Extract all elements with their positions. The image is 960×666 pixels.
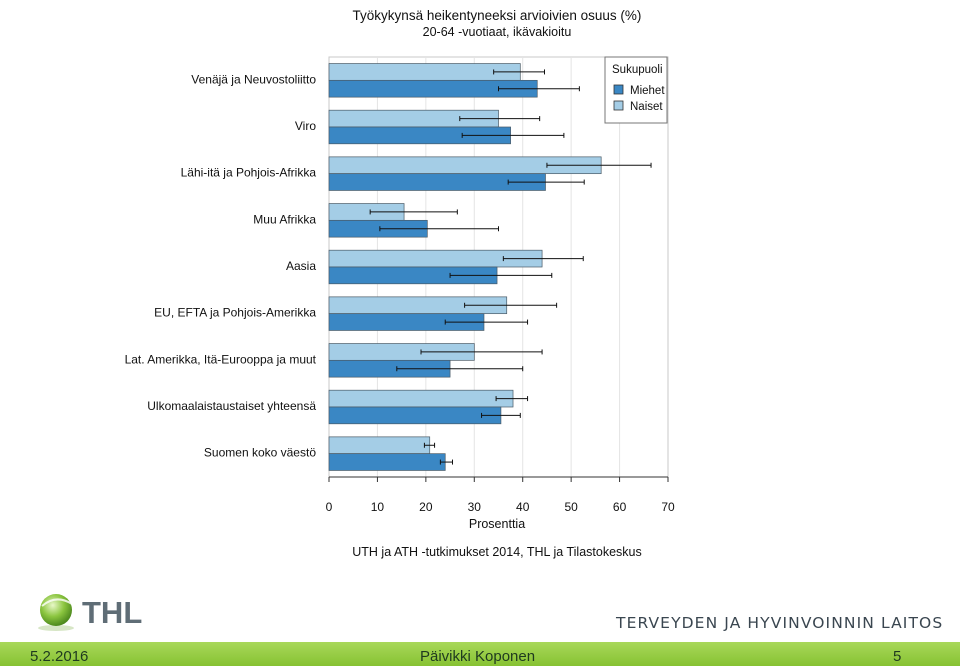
y-tick-label: Viro (295, 119, 316, 133)
legend-swatch-naiset (613, 100, 624, 111)
bar-miehet (328, 406, 502, 425)
y-tick-label: Ulkomaalaistaustaiset yhteensä (147, 399, 316, 413)
x-tick-label: 70 (661, 500, 675, 514)
y-tick-label: Aasia (286, 259, 316, 273)
legend-title: Sukupuoli (612, 64, 663, 76)
y-tick-label: Muu Afrikka (253, 212, 316, 226)
y-tick-label: Lat. Amerikka, Itä-Eurooppa ja muut (125, 352, 317, 366)
bar-naiset (328, 389, 514, 408)
legend-label-miehet: Miehet (630, 85, 665, 97)
chart-subtitle: 20-64 -vuotiaat, ikävakioitu (423, 25, 572, 39)
legend-label-naiset: Naiset (630, 101, 663, 113)
bar-naiset (328, 436, 431, 455)
bar-miehet (328, 453, 446, 471)
bar-naiset (328, 63, 521, 81)
plot-area: 0 10 20 30 40 50 60 70 Venäjä ja Neuvostoliitto V… (125, 56, 675, 514)
x-axis-label: Prosenttia (469, 517, 525, 531)
logo-text: THL (82, 595, 142, 630)
legend-swatch-miehet (613, 84, 624, 95)
organization-name: TERVEYDEN JA HYVINVOINNIN LAITOS (616, 614, 944, 632)
footer-bar (0, 642, 960, 666)
x-tick-label: 10 (371, 500, 385, 514)
footer-date: 5.2.2016 (30, 648, 89, 665)
chart-title: Työkykynsä heikentyneeksi arvioivien osu… (353, 8, 642, 23)
logo-orb-shadow-icon (38, 625, 74, 631)
footer-page-number: 5 (893, 648, 902, 665)
y-tick-label: Venäjä ja Neuvostoliitto (191, 72, 316, 86)
source-note: UTH ja ATH -tutkimukset 2014, THL ja Til… (352, 545, 641, 559)
y-tick-label: Suomen koko väestö (204, 446, 316, 460)
x-tick-label: 0 (326, 500, 333, 514)
x-tick-label: 20 (419, 500, 433, 514)
footer-author: Päivikki Koponen (420, 648, 536, 665)
y-tick-label: EU, EFTA ja Pohjois-Amerikka (154, 306, 316, 320)
x-tick-label: 40 (516, 500, 530, 514)
x-tick-label: 30 (468, 500, 482, 514)
y-tick-label: Lähi-itä ja Pohjois-Afrikka (181, 166, 317, 180)
legend: Sukupuoli Miehet Naiset (604, 56, 668, 124)
logo-swoosh-icon (41, 598, 73, 607)
x-tick-label: 50 (564, 500, 578, 514)
thl-logo: THL (38, 594, 142, 631)
x-tick-label: 60 (613, 500, 627, 514)
